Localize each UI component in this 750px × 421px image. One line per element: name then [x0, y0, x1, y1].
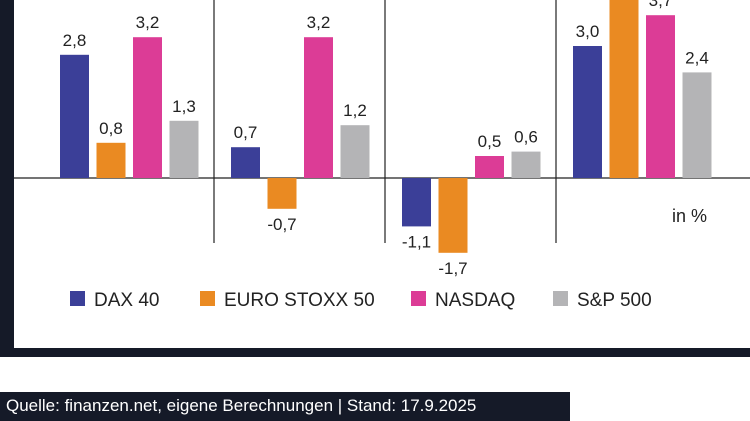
data-label: 2,4: [685, 48, 709, 67]
data-label: 3,0: [576, 22, 600, 41]
bar-s-p-500: [340, 125, 370, 178]
data-label: -1,7: [438, 259, 467, 278]
data-label: 0,8: [99, 119, 123, 138]
data-label: 0,7: [234, 123, 258, 142]
bar-nasdaq: [304, 37, 333, 179]
bar-dax-40: [60, 54, 89, 178]
legend-label: S&P 500: [577, 290, 652, 311]
bar-dax-40: [573, 46, 602, 178]
unit-label: in %: [672, 206, 707, 226]
data-label: 3,2: [307, 13, 331, 32]
data-label: 1,3: [172, 97, 196, 116]
bar-s-p-500: [511, 151, 541, 178]
data-label: 3,7: [649, 0, 673, 10]
data-label: 0,6: [514, 128, 538, 147]
source-caption: Quelle: finanzen.net, eigene Berechnunge…: [0, 392, 570, 421]
bar-nasdaq: [475, 156, 504, 178]
legend-swatch: [553, 291, 568, 306]
legend-swatch: [411, 291, 426, 306]
bar-euro-stoxx-50: [438, 178, 468, 253]
data-label: 0,5: [478, 132, 502, 151]
data-label: -1,1: [402, 232, 431, 251]
bar-nasdaq: [646, 15, 675, 179]
bar-euro-stoxx-50: [267, 178, 297, 209]
data-label: -0,7: [267, 215, 296, 234]
legend-label: EURO STOXX 50: [224, 290, 375, 311]
data-label: 1,2: [343, 101, 367, 120]
bar-euro-stoxx-50: [96, 142, 126, 178]
bar-nasdaq: [133, 37, 162, 179]
bar-euro-stoxx-50: [609, 0, 639, 178]
bar-s-p-500: [682, 72, 712, 178]
legend-label: DAX 40: [94, 290, 159, 311]
legend-label: NASDAQ: [435, 290, 515, 311]
bar-dax-40: [402, 178, 431, 227]
data-label: 2,8: [63, 31, 87, 50]
legend-swatch: [70, 291, 85, 306]
bar-chart: 2,8 0,7 -1,1 3,0 DAX 40 0,8 -0,7 -1,7 EURO STOXX…: [14, 0, 750, 311]
bar-s-p-500: [169, 120, 199, 178]
legend-swatch: [200, 291, 215, 306]
bar-dax-40: [231, 147, 260, 178]
data-label: 3,2: [136, 13, 160, 32]
